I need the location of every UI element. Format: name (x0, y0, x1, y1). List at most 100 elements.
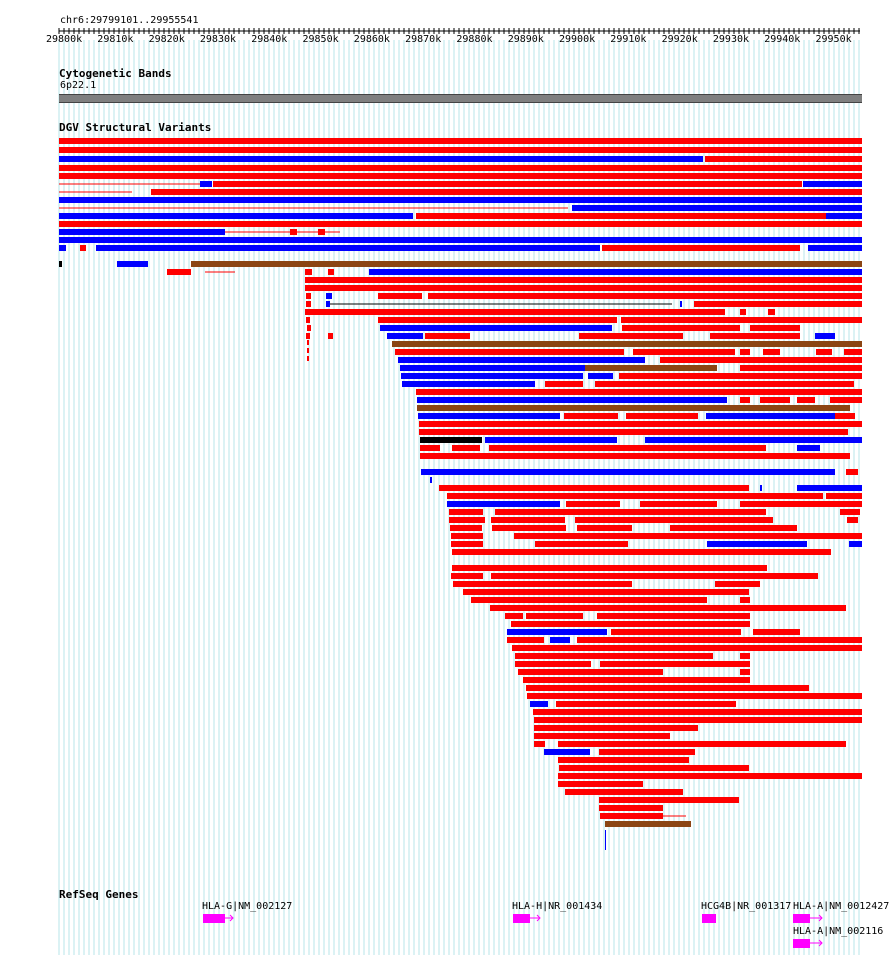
variant-bar (600, 661, 750, 667)
variant-bar (835, 413, 855, 419)
variant-bar (633, 349, 735, 355)
cytoband-name: 6p22.1 (60, 80, 97, 91)
variant-bar (307, 340, 309, 345)
variant-bar (694, 301, 862, 307)
variant-bar (760, 485, 762, 491)
variant-bar (471, 597, 707, 603)
variant-bar (740, 501, 862, 507)
ruler-label: 29910k (610, 34, 647, 45)
variant-bar (534, 717, 862, 723)
refseq-track-title: RefSeq Genes (59, 888, 139, 901)
gene-strand-arrow (810, 914, 823, 922)
variant-bar (307, 356, 309, 361)
cytoband-track-title: Cytogenetic Bands (59, 67, 172, 80)
variant-bar (740, 397, 750, 403)
gene-strand-arrow (810, 939, 823, 947)
variant-bar (535, 541, 628, 547)
variant-bar (421, 469, 835, 475)
variant-bar (577, 525, 632, 531)
variant-bar (816, 349, 832, 355)
variant-bar (515, 653, 713, 659)
variant-bar (740, 597, 750, 603)
ruler-label: 29870k (405, 34, 442, 45)
variant-bar (96, 245, 600, 251)
variant-bar (597, 613, 750, 619)
gene-label-hla-g[interactable]: HLA-G|NM_002127 (202, 901, 293, 912)
gene-label-hla-h[interactable]: HLA-H|NR_001434 (512, 901, 603, 912)
variant-bar (491, 573, 818, 579)
dgv-track-title: DGV Structural Variants (59, 121, 212, 134)
ruler-label: 29830k (199, 34, 237, 45)
gene-exons-hla-a-2 (793, 939, 810, 948)
variant-bar (447, 493, 823, 499)
variant-bar (59, 147, 862, 153)
cytoband-bar[interactable] (59, 94, 862, 103)
variant-bar (534, 741, 545, 747)
variant-bar (419, 421, 862, 427)
variant-bar (706, 413, 835, 419)
variant-bar (430, 477, 432, 483)
ruler-label: 29810k (97, 34, 134, 45)
variant-bar (534, 725, 698, 731)
variant-bar (306, 333, 310, 339)
variant-bar (420, 445, 440, 451)
variant-bar (59, 229, 225, 235)
variant-bar (305, 309, 725, 315)
variant-bar (518, 669, 663, 675)
variant-bar (600, 813, 663, 819)
variant-bar (512, 645, 862, 651)
variant-bar (621, 317, 862, 323)
variant-bar (847, 517, 858, 523)
variant-bar (846, 469, 858, 475)
variant-bar (452, 549, 831, 555)
variant-bar (395, 349, 624, 355)
variant-bar (564, 413, 618, 419)
variant-bar (558, 773, 862, 779)
variant-bar (566, 501, 620, 507)
variant-bar (611, 629, 741, 635)
variant-bar (398, 357, 645, 363)
variant-bar (514, 533, 862, 539)
variant-bar (740, 365, 862, 371)
variant-bar (830, 397, 862, 403)
variant-bar (705, 156, 862, 162)
variant-bar (59, 213, 413, 219)
locus-label: chr6:29799101..29955541 (60, 15, 199, 26)
variant-bar (507, 637, 544, 643)
variant-bar (760, 397, 790, 403)
variant-bar (485, 437, 617, 443)
variant-bar (544, 749, 590, 755)
ruler-label: 29950k (815, 34, 852, 45)
variant-bar (167, 269, 191, 275)
variant-bar (797, 445, 820, 451)
variant-bar (577, 637, 862, 643)
variant-bar (515, 661, 591, 667)
variant-bar (449, 517, 485, 523)
variant-bar (763, 349, 780, 355)
variant-bar (526, 685, 809, 691)
variant-bar (507, 629, 607, 635)
variant-bar (306, 317, 310, 323)
variant-bar (326, 301, 330, 307)
variant-bar (840, 509, 860, 515)
variant-bar (305, 269, 312, 275)
variant-bar (307, 348, 309, 353)
variant-bar (710, 333, 800, 339)
variant-bar (558, 781, 643, 787)
variant-bar (59, 245, 66, 251)
variant-bar (572, 205, 862, 211)
variant-bar (645, 437, 862, 443)
ruler-label: 29820k (148, 34, 185, 45)
variant-bar (511, 621, 750, 627)
variant-bar (451, 533, 483, 539)
variant-bar (306, 301, 311, 307)
gene-label-hla-a-1[interactable]: HLA-A|NM_001242758 (793, 901, 890, 912)
variant-bar (585, 365, 717, 371)
variant-bar (660, 357, 862, 363)
variant-bar (605, 821, 691, 827)
variant-bar (797, 485, 862, 491)
gene-label-hla-a-2[interactable]: HLA-A|NM_002116 (793, 926, 884, 937)
gene-label-hcg4b[interactable]: HCG4B|NR_001317 (701, 901, 792, 912)
